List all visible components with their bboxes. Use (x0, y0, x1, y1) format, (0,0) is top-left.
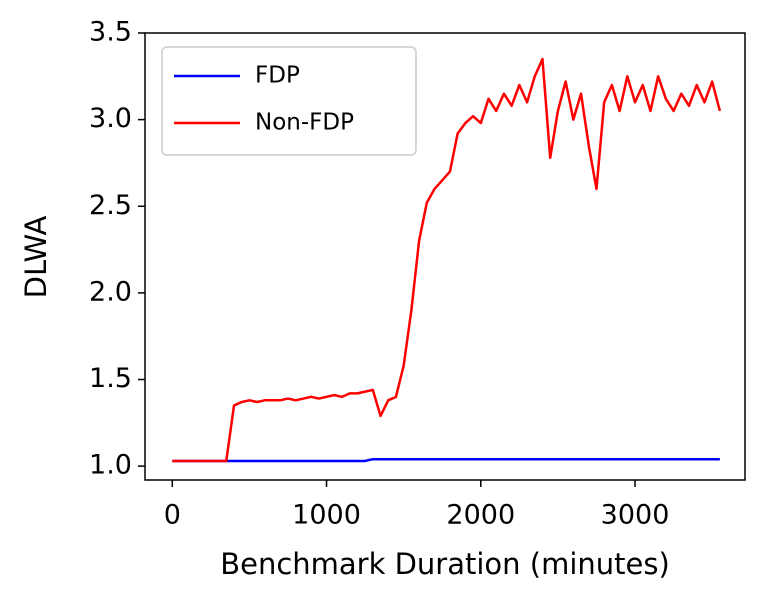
data-line (172, 57, 722, 463)
x-axis-label: Benchmark Duration (minutes) (220, 547, 670, 581)
plot-frame (144, 32, 746, 481)
y-tick-label: 3.5 (89, 17, 132, 48)
y-tick-label: 1.0 (89, 450, 132, 481)
y-tick-label: 1.5 (89, 363, 132, 394)
legend-box (161, 46, 417, 156)
legend-label: FDP (255, 63, 300, 89)
y-tick-label: 3.0 (89, 103, 132, 134)
y-tick-label: 2.0 (89, 276, 132, 307)
x-tick-label: 1000 (292, 500, 361, 531)
x-tick-label: 0 (164, 500, 181, 531)
y-axis-label: DLWA (19, 215, 53, 298)
x-tick-label: 3000 (601, 500, 670, 531)
data-line (172, 457, 720, 463)
legend-label: Non-FDP (255, 110, 354, 136)
y-tick-label: 2.5 (89, 190, 132, 221)
legend: FDP Non-FDP (161, 46, 417, 156)
x-tick-label: 2000 (446, 500, 515, 531)
